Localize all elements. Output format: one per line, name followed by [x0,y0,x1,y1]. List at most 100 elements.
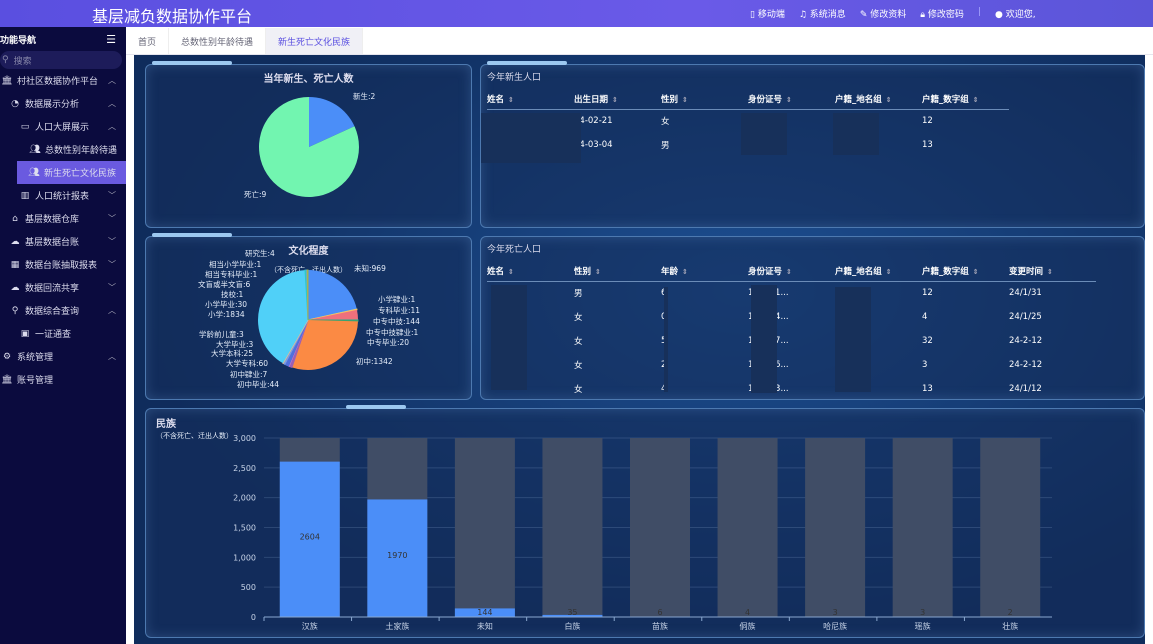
mobile-icon: ▯ [750,10,755,20]
sidebar-item[interactable]: 🏛︎ 账号管理 [1,374,54,387]
cloud-icon: ☁ [10,282,20,293]
sort-icon[interactable]: ⇕ [682,267,688,276]
ethnic-bar-chart: 0 500 1,000 1,500 2,000 2,500 3,000 2604 汉族 1970 土… [233,434,1052,631]
pie-slice-新生[interactable] [309,97,355,147]
sidebar-item[interactable]: ◔ 数据展示分析 ︿ [0,92,126,115]
pie-slice-初中[interactable] [291,320,358,370]
x-tick-label: 瑶族 [915,621,931,631]
column-header[interactable]: 户籍_数字组 ⇕ [922,261,1009,282]
birth-death-pie-panel: 当年新生、死亡人数 新生:2 死亡:9 [145,61,472,228]
pie-slice-死亡[interactable] [259,97,359,197]
pie-label: 小学毕业:30 [205,300,248,309]
sort-icon[interactable]: ⇕ [1047,267,1053,276]
edit-icon: ✎ [859,10,868,20]
sidebar-item[interactable]: 🏛︎ 村社区数据协作平台 ︿ [1,75,116,88]
column-header[interactable]: 变更时间 ⇕ [1009,261,1096,282]
column-header[interactable]: 性别 ⇕ [661,89,748,110]
pie-slice-专科毕业[interactable] [307,308,358,321]
redaction-mask [835,287,871,392]
bar-白族[interactable] [542,614,603,617]
tab-total-gender-age[interactable]: 总数性别年龄待遇 [169,28,267,54]
column-header[interactable]: 年龄 ⇕ [661,261,748,282]
table-cell: 5 [661,329,748,353]
sort-icon[interactable]: ⇕ [595,267,601,276]
column-header[interactable]: 出生日期 ⇕ [574,89,661,110]
sort-icon[interactable]: ⇕ [972,267,979,276]
sidebar-item[interactable]: ▥ 人口统计报表 ﹀ [0,184,126,207]
pie-slice-未知[interactable] [308,270,357,320]
table-cell: 6 [661,281,748,305]
pie-label: 初中毕业:44 [237,380,280,389]
column-header[interactable]: 户籍_地名组 ⇕ [835,261,922,282]
sort-icon[interactable]: ⇕ [612,95,618,104]
mobile-link[interactable]: ▯ 移动端 [750,10,785,20]
tab-home[interactable]: 首页 [126,28,170,54]
divider: | [977,7,981,17]
bar-土家族[interactable] [367,499,428,617]
chevron-up-icon: ︿ [108,99,116,108]
sort-icon[interactable]: ⇕ [885,267,892,276]
table-row[interactable]: 女0194304...424/1/25 [487,305,1096,329]
sort-icon[interactable]: ⇕ [508,95,514,104]
table-icon: ▦ [10,259,20,270]
bar-background [454,438,515,617]
table-row[interactable]: 女2193106...324-2-12 [487,353,1096,377]
column-header[interactable]: 性别 ⇕ [574,261,661,282]
bar-未知[interactable] [454,608,515,617]
sidebar-item[interactable]: ☁ 基层数据台账 ﹀ [0,230,126,253]
sidebar-item[interactable]: ☁ 数据回流共享 ﹀ [0,276,126,299]
bar-value-label: 144 [477,608,492,617]
redaction-mask [664,287,668,392]
bar-汉族[interactable] [279,461,340,617]
menu-toggle-icon[interactable]: ☰ [106,32,116,46]
column-header[interactable]: 姓名 ⇕ [487,261,574,282]
pie-slice-中专毕业[interactable] [307,319,359,322]
bar-value-label: 3 [833,608,838,617]
sort-icon[interactable]: ⇕ [786,95,792,104]
sidebar-item[interactable]: ⌂ 基层数据仓库 ﹀ [0,207,126,230]
sidebar-item[interactable]: ⚙ 系统管理 ︿ [0,345,126,368]
sidebar-item[interactable]: 👥︎ 新生死亡文化民族 [17,161,126,184]
search-input[interactable]: ⚲ 搜索 [0,51,122,69]
pie-label: 初中:1342 [356,357,393,366]
column-header[interactable]: 身份证号 ⇕ [748,261,835,282]
ethnic-bar-panel: 民族 （不含死亡、迁出人数） 0 500 1,000 1,500 2,000 2,500 3… [145,405,1145,638]
sidebar-item[interactable]: ▦ 数据台账抽取报表 ﹀ [0,253,126,276]
column-header[interactable]: 户籍_地名组 ⇕ [835,89,922,110]
sort-icon[interactable]: ⇕ [972,95,979,104]
tab-birth-death-culture-ethnic[interactable]: 新生死亡文化民族 [266,28,364,54]
sort-icon[interactable]: ⇕ [508,267,514,276]
sort-icon[interactable]: ⇕ [885,95,892,104]
change-password-link[interactable]: 🔒︎ 修改密码 [920,10,964,20]
messages-link[interactable]: ♫ 系统消息 [798,10,846,20]
pie-slice-学龄前儿童[interactable] [282,319,309,365]
column-header[interactable]: 身份证号 ⇕ [748,89,835,110]
chevron-down-icon: ﹀ [108,191,116,200]
sidebar-item[interactable]: ▣ 一证通查 [0,322,126,345]
sort-icon[interactable]: ⇕ [786,267,792,276]
edit-profile-link[interactable]: ✎ 修改资料 [859,10,907,20]
table-cell: 24-2-12 [1009,360,1043,370]
sidebar-item[interactable]: 👥︎ 总数性别年龄待遇 [29,144,118,157]
table-cell: 12 [922,116,933,127]
sort-icon[interactable]: ⇕ [682,95,688,104]
x-tick-label: 侗族 [740,621,756,631]
pie-label: 大学本科:25 [211,349,254,358]
table-cell: 女 [661,117,670,128]
sidebar-item[interactable]: ▭ 人口大屏展示 ︿ [0,115,126,138]
user-menu[interactable]: ● 欢迎您, [994,10,1036,20]
chevron-down-icon: ﹀ [108,214,116,223]
chevron-up-icon: ︿ [108,352,116,361]
sidebar-item[interactable]: ⚲ 数据综合查询 ︿ [0,299,126,322]
pie-slice-中专中技[interactable] [308,309,358,320]
column-header[interactable]: 户籍_数字组 ⇕ [922,89,1009,110]
table-cell: 女 [574,313,583,323]
column-header[interactable]: 姓名 ⇕ [487,89,574,110]
education-pie [258,269,359,370]
bank-icon: 🏛︎ [1,374,13,385]
pie-slice-小学[interactable] [258,270,308,364]
bar-background [717,438,778,617]
